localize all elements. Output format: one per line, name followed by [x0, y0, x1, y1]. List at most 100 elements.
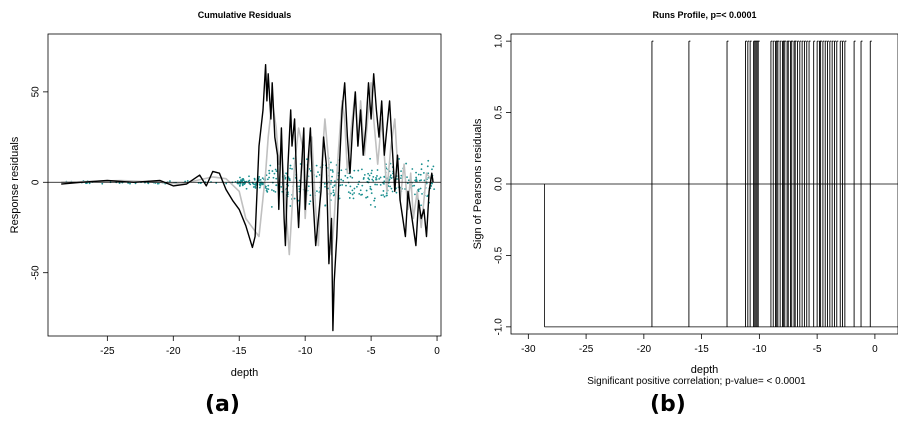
residual-point	[421, 192, 423, 195]
y-tick-label: -0.5	[494, 246, 505, 264]
residual-point	[385, 194, 388, 197]
residual-point	[369, 204, 372, 206]
residual-point	[316, 190, 318, 193]
residual-point	[417, 189, 419, 191]
residual-point	[396, 178, 399, 180]
residual-point	[365, 196, 367, 199]
residual-point	[406, 182, 409, 185]
residual-point	[373, 197, 376, 200]
residual-point	[236, 180, 239, 182]
residual-point	[348, 197, 351, 199]
x-tick-label: 0	[434, 346, 440, 357]
residual-point	[315, 164, 318, 167]
residual-point	[352, 197, 355, 200]
residual-point	[261, 177, 264, 180]
residual-point	[307, 185, 310, 188]
residual-point	[405, 162, 408, 165]
residual-point	[241, 184, 244, 187]
residual-point	[400, 170, 402, 173]
residual-point	[351, 176, 354, 179]
residual-point	[331, 171, 334, 173]
residual-point	[398, 158, 401, 160]
residual-point	[431, 168, 433, 171]
residual-point	[371, 178, 374, 181]
residual-point	[351, 189, 354, 192]
residual-point	[413, 184, 416, 187]
residual-point	[260, 183, 262, 185]
residual-point	[365, 189, 368, 192]
residual-point	[415, 179, 418, 182]
residual-point	[366, 196, 369, 198]
x-tick-label: -5	[367, 346, 376, 357]
residual-point	[273, 172, 276, 175]
x-tick-label: -25	[100, 346, 115, 357]
residual-point	[309, 169, 312, 172]
residual-point	[237, 182, 240, 185]
residual-point	[379, 176, 382, 179]
residual-point	[293, 197, 296, 200]
residual-point	[259, 184, 262, 187]
residual-point	[344, 174, 347, 177]
residual-point	[272, 189, 275, 192]
x-tick-label: -5	[813, 344, 822, 355]
residual-point	[245, 187, 248, 190]
panel-label-a: (a)	[205, 392, 240, 417]
residual-point	[297, 199, 300, 202]
x-tick-label: -15	[232, 346, 247, 357]
residual-point	[353, 187, 356, 190]
residual-point	[375, 176, 377, 179]
residual-point	[353, 192, 356, 194]
residual-point	[418, 179, 421, 182]
residual-point	[389, 185, 391, 188]
x-tick-label: -20	[637, 344, 652, 355]
x-tick-label: -20	[166, 346, 181, 357]
residual-point	[270, 189, 273, 191]
residual-point	[400, 177, 402, 180]
x-axis-label: depth	[231, 367, 259, 379]
residual-point	[363, 173, 366, 176]
residual-point	[378, 177, 381, 180]
y-axis-label: Sign of Pearsons residuals	[472, 118, 484, 249]
chart-title: Cumulative Residuals	[198, 10, 292, 20]
residual-point	[359, 189, 362, 192]
significance-annotation: Significant positive correlation; p-valu…	[587, 376, 806, 387]
residual-point	[389, 176, 392, 178]
residual-point	[432, 165, 435, 168]
residual-point	[390, 177, 393, 179]
residual-point	[345, 184, 347, 187]
residual-point	[330, 161, 332, 164]
residual-point	[274, 168, 277, 171]
residual-point	[419, 187, 422, 190]
x-tick-label: -25	[579, 344, 594, 355]
residual-point	[372, 179, 375, 182]
residual-point	[315, 175, 318, 178]
residual-point	[298, 185, 301, 188]
residual-point	[331, 169, 334, 172]
residual-point	[383, 183, 385, 185]
residual-point	[362, 176, 365, 179]
residual-point	[266, 190, 269, 193]
residual-point	[433, 188, 436, 191]
x-tick-label: -15	[694, 344, 709, 355]
residual-point	[395, 191, 398, 194]
residual-point	[422, 172, 425, 174]
residual-point	[259, 178, 262, 181]
residual-point	[284, 176, 287, 179]
residual-point	[238, 185, 241, 187]
residual-point	[361, 184, 364, 187]
residual-point	[268, 169, 271, 172]
y-axis-label: Response residuals	[9, 136, 21, 233]
residual-point	[407, 179, 410, 182]
residual-point	[390, 187, 393, 190]
residual-point	[280, 185, 283, 188]
residual-point	[329, 183, 332, 185]
residual-point	[372, 175, 375, 178]
residual-point	[169, 180, 171, 182]
y-tick-label: -50	[31, 265, 42, 280]
residual-point	[374, 206, 377, 208]
residual-point	[275, 184, 278, 187]
residual-point	[367, 177, 370, 180]
residual-point	[383, 195, 386, 198]
residual-point	[309, 194, 312, 197]
residual-point	[309, 200, 312, 203]
